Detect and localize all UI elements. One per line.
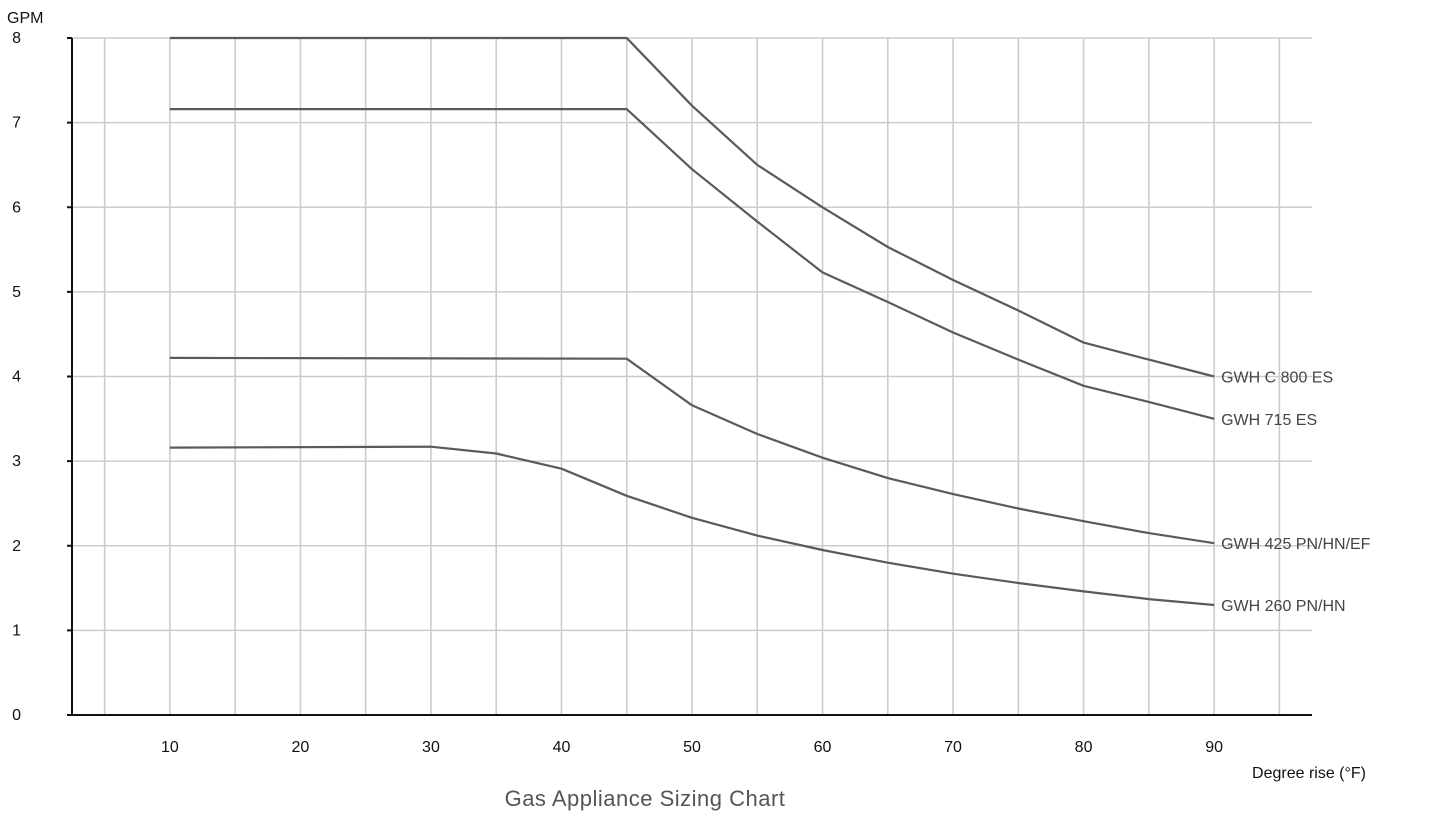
y-tick-label: 2 [12,538,21,555]
series-line [169,107,1215,420]
axes [67,37,1312,716]
series-label: GWH 260 PN/HN [1221,598,1345,615]
x-tick-label: 20 [292,739,310,756]
x-tick-label: 10 [161,739,179,756]
y-tick-label: 4 [12,369,21,386]
chart-title: Gas Appliance Sizing Chart [505,786,786,811]
tick-labels: 10 20 30 40 50 60 70 80 90 0 1 2 3 4 5 6 7 8 [12,30,1223,756]
series-label: GWH C 800 ES [1221,370,1333,387]
series-label: GWH 425 PN/HN/EF [1221,536,1371,553]
y-tick-label: 3 [12,453,21,470]
series-line [169,356,1215,545]
series-line [169,445,1215,607]
y-axis-title: GPM [7,10,43,27]
x-tick-label: 40 [553,739,571,756]
series-labels: GWH C 800 ES GWH 715 ES GWH 425 PN/HN/EF GW… [1221,370,1371,615]
y-tick-label: 6 [12,199,21,216]
y-tick-label: 1 [12,622,21,639]
series-label: GWH 715 ES [1221,412,1317,429]
y-tick-label: 0 [12,707,21,724]
y-tick-label: 5 [12,284,21,301]
x-tick-label: 60 [814,739,832,756]
y-tick-label: 7 [12,115,21,132]
x-tick-label: 30 [422,739,440,756]
x-tick-label: 90 [1205,739,1223,756]
y-tick-label: 8 [12,30,21,47]
x-tick-label: 70 [944,739,962,756]
grid-lines [72,37,1312,715]
x-tick-label: 80 [1075,739,1093,756]
series-line [169,36,1215,378]
x-axis-title: Degree rise (°F) [1252,765,1366,782]
x-tick-label: 50 [683,739,701,756]
series-lines [169,36,1215,607]
